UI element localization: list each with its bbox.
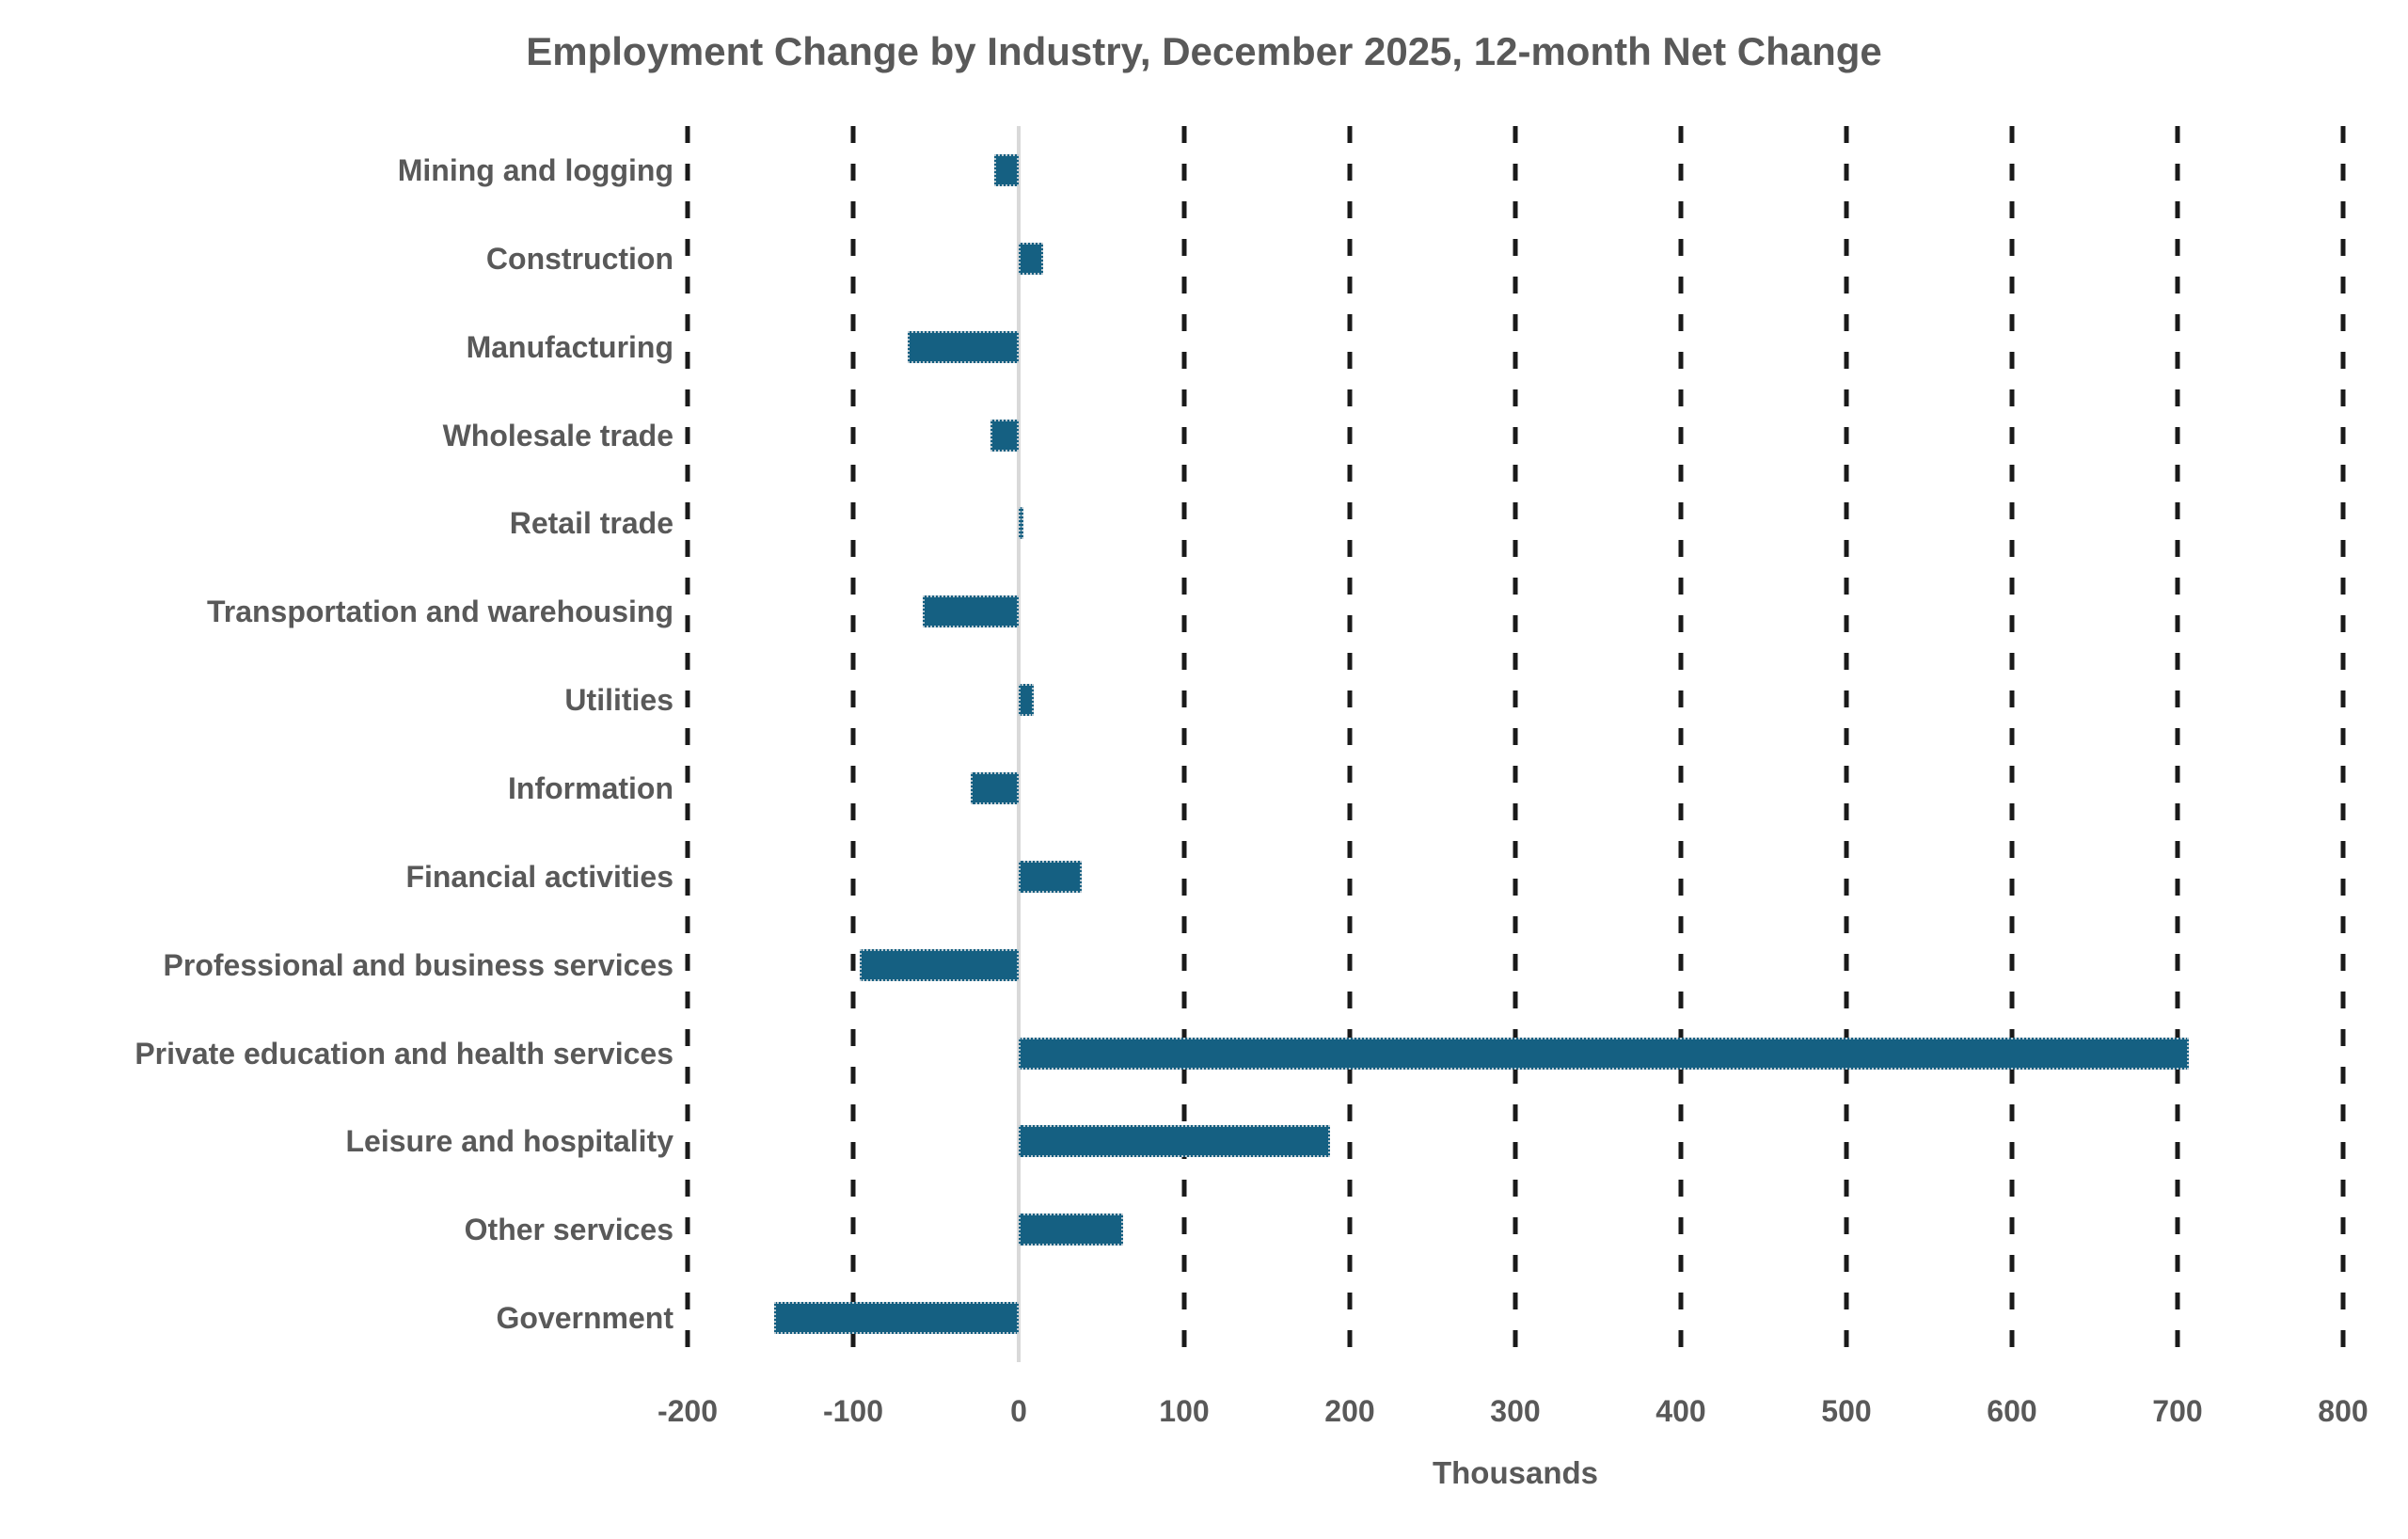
category-label: Mining and logging: [397, 152, 673, 187]
bar: [908, 330, 1019, 363]
bar: [1019, 684, 1034, 717]
bar: [1019, 507, 1024, 540]
bar: [773, 1302, 1019, 1335]
bar: [1019, 860, 1082, 893]
category-label: Manufacturing: [466, 329, 673, 364]
x-tick-label: 100: [1159, 1394, 1210, 1428]
bar: [993, 153, 1019, 186]
bar: [970, 771, 1019, 804]
category-label: Private education and health services: [135, 1036, 673, 1071]
x-tick-label: 200: [1324, 1394, 1375, 1428]
bar: [1019, 1037, 2190, 1070]
category-label: Retail trade: [509, 506, 673, 541]
category-label: Wholesale trade: [442, 418, 673, 452]
category-label: Construction: [485, 241, 673, 276]
category-label: Other services: [464, 1213, 673, 1247]
x-tick-label: 0: [1010, 1394, 1027, 1428]
bar: [1019, 242, 1044, 275]
category-label: Transportation and warehousing: [206, 595, 673, 629]
category-label: Leisure and hospitality: [345, 1124, 673, 1159]
category-label: Information: [508, 770, 673, 805]
bar: [990, 419, 1019, 452]
category-label: Utilities: [564, 683, 673, 718]
bar: [860, 948, 1019, 981]
x-axis-label: Thousands: [1432, 1455, 1598, 1490]
category-label: Financial activities: [405, 859, 673, 894]
category-label: Professional and business services: [163, 947, 673, 982]
x-tick-label: 700: [2152, 1394, 2203, 1428]
x-tick-label: 500: [1821, 1394, 1872, 1428]
category-label: Government: [496, 1301, 673, 1336]
x-tick-label: 300: [1490, 1394, 1541, 1428]
x-tick-label: -100: [822, 1394, 884, 1428]
bar: [1019, 1125, 1330, 1158]
x-tick-label: -200: [657, 1394, 719, 1428]
x-tick-label: 400: [1656, 1394, 1706, 1428]
bar: [922, 595, 1019, 628]
bar: [1019, 1214, 1123, 1246]
x-tick-label: 600: [1987, 1394, 2037, 1428]
chart-title: Employment Change by Industry, December …: [526, 29, 1882, 73]
x-tick-label: 800: [2318, 1394, 2368, 1428]
